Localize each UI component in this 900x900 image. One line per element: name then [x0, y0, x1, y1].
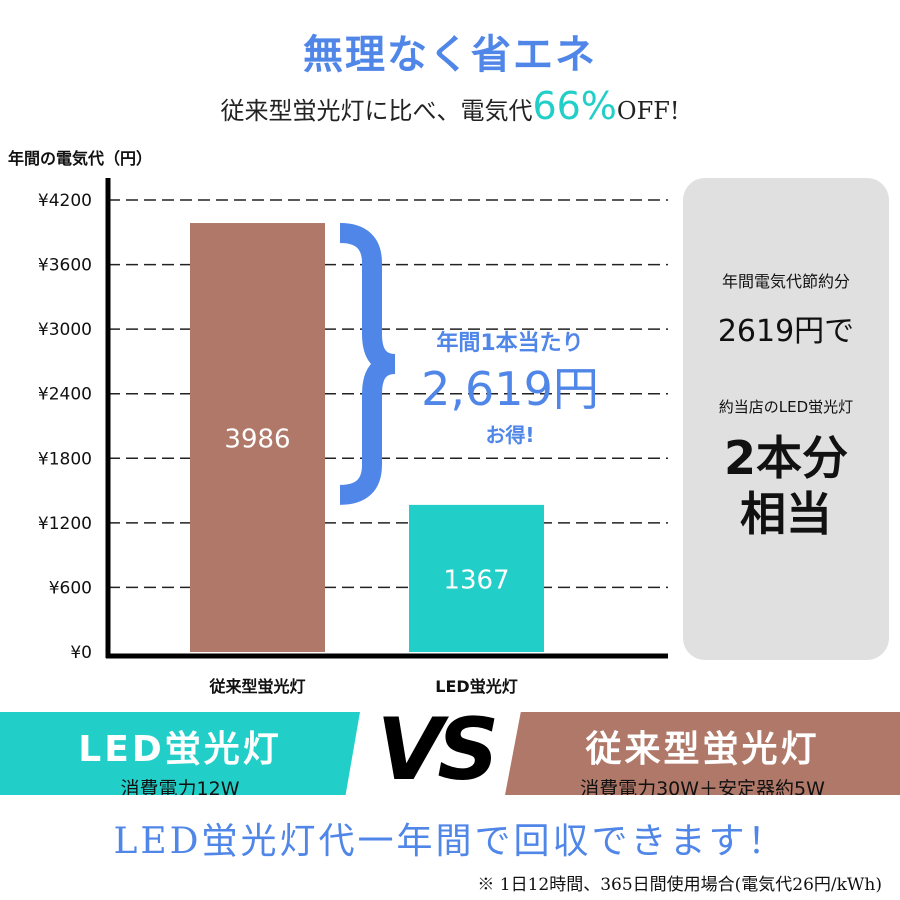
footer-headline: LED蛍光灯代一年間で回収できます！	[113, 821, 787, 862]
y-tick-label: ¥0	[70, 643, 92, 663]
title: 無理なく省エネ	[303, 32, 597, 78]
bar-value-label: 1367	[443, 565, 509, 595]
led-banner-title: LED蛍光灯	[78, 729, 282, 770]
brace-icon	[339, 223, 396, 505]
subtitle-text: 従来型蛍光灯に比べ、電気代	[220, 97, 533, 125]
panel-line5-text: 相当	[740, 487, 832, 541]
y-tick-label: ¥3600	[38, 256, 92, 276]
panel-line3: 約当店のLED蛍光灯	[718, 398, 854, 416]
panel-line1: 年間電気代節約分	[721, 272, 850, 291]
panel-line2: 2619円で	[717, 314, 855, 349]
percent-off: 66%	[532, 84, 617, 128]
x-tick-label: LED蛍光灯	[435, 677, 517, 696]
vs-text: VS	[376, 700, 500, 800]
y-tick-label: ¥600	[49, 578, 92, 598]
y-axis-label: 年間の電気代（円）	[8, 149, 153, 168]
bar-1	[409, 504, 544, 652]
x-tick-label: 従来型蛍光灯	[208, 677, 305, 696]
annotation-line1: 年間1本当たり	[436, 330, 583, 356]
y-tick-label: ¥3000	[38, 320, 92, 340]
off-text: OFF!	[616, 97, 680, 125]
footer-note: ※ 1日12時間、365日間使用場合(電気代26円/kWh)	[477, 875, 882, 895]
panel-line4: 2本分 相当	[683, 430, 889, 542]
led-banner: LED蛍光灯 消費電力12W	[0, 712, 360, 795]
bar-chart: ¥0 ¥600 ¥1200 ¥1800 ¥2400 ¥3000 ¥3600 ¥4200 3986…	[38, 178, 668, 696]
annotation-line3: お得!	[485, 423, 534, 447]
savings-panel: 年間電気代節約分 2619円で 約当店のLED蛍光灯 2本分 相当	[683, 178, 889, 660]
bar-value-label: 3986	[224, 425, 290, 455]
y-tick-label: ¥2400	[38, 385, 92, 405]
y-tick-label: ¥1800	[38, 449, 92, 469]
bar-0	[190, 223, 325, 653]
led-banner-sub: 消費電力12W	[120, 778, 240, 800]
annotation-line2: 2,619円	[421, 362, 599, 416]
y-tick-label: ¥4200	[38, 191, 92, 211]
conventional-banner: 従来型蛍光灯 消費電力30W＋安定器約5W	[505, 712, 900, 795]
conventional-banner-title: 従来型蛍光灯	[585, 729, 820, 770]
y-tick-label: ¥1200	[38, 514, 92, 534]
panel-line4-text: 2本分	[723, 431, 848, 485]
conventional-banner-sub: 消費電力30W＋安定器約5W	[580, 778, 825, 800]
subtitle: 従来型蛍光灯に比べ、電気代66%OFF!	[0, 84, 900, 128]
